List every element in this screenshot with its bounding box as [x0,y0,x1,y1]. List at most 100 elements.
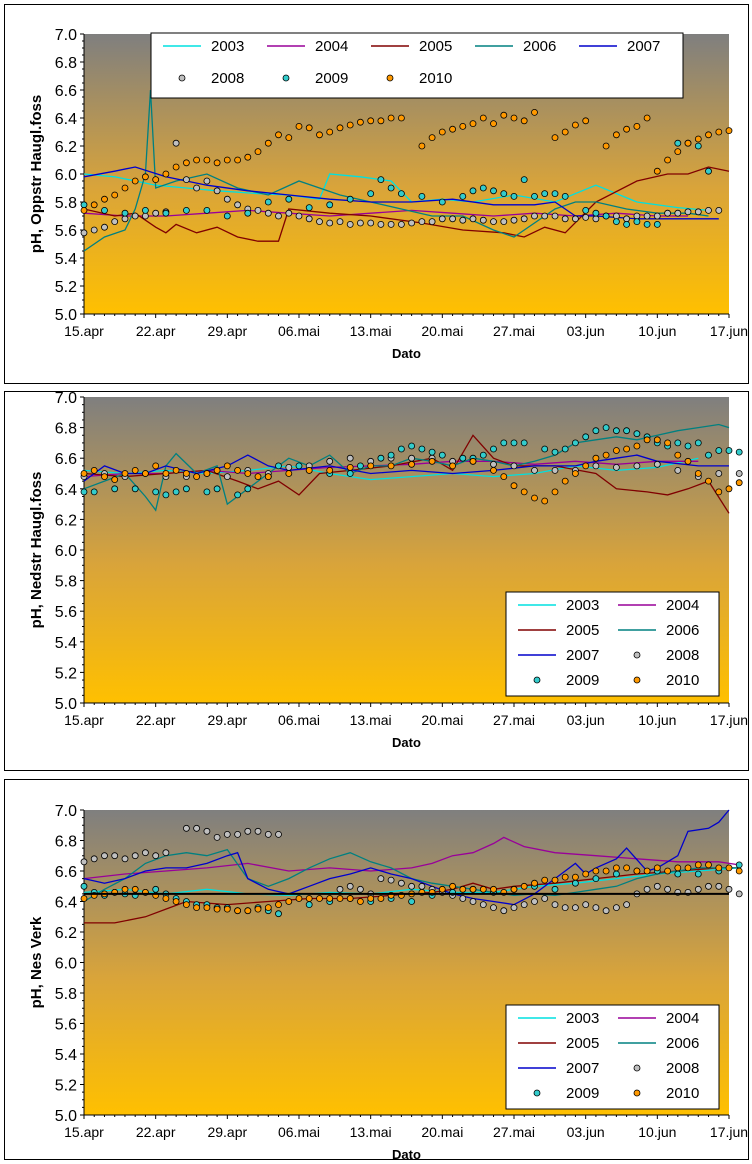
data-point-2008 [346,882,354,890]
data-point-2010 [346,895,354,902]
data-point-2008 [285,209,293,217]
data-point-2010 [572,470,579,477]
data-point-2008 [356,885,364,893]
y-tick-label: 6.8 [55,834,77,851]
data-point-2010 [223,462,231,470]
data-point-2008 [613,904,620,911]
data-point-2008 [653,460,661,468]
data-point-2010 [131,885,139,893]
data-point-2010 [172,163,180,171]
data-point-2009 [101,206,108,214]
data-point-2010 [264,904,272,911]
data-point-2008 [735,890,743,898]
data-point-2008 [479,216,487,224]
data-point-2009 [346,470,354,477]
data-point-2009 [418,192,426,200]
data-point-2010 [305,124,313,132]
data-point-2008 [664,209,671,217]
data-point-2010 [572,121,579,129]
data-point-2008 [193,824,201,832]
y-tick-label: 6.2 [55,925,77,942]
data-point-2010 [141,470,149,477]
data-point-2009 [346,195,354,203]
data-point-2010 [694,861,702,869]
data-point-2010 [510,482,518,490]
data-point-2010 [469,120,477,127]
x-axis-label: Dato [392,346,421,361]
y-axis-label: pH, Nes Verk [28,916,45,1008]
x-tick-label: 20.mai [421,712,463,728]
y-tick-label: 5.2 [55,1078,77,1095]
data-point-2010 [572,873,579,881]
data-point-2008 [80,229,88,237]
data-point-2008 [213,187,221,195]
data-point-2010 [449,462,457,470]
data-point-2008 [131,852,139,860]
data-point-2010 [469,885,477,893]
data-point-2010 [367,117,375,125]
data-point-2008 [397,220,405,228]
legend-swatch-2009 [533,1089,541,1097]
data-point-2010 [428,134,436,142]
x-tick-label: 13.mai [350,1124,392,1140]
data-point-2010 [264,473,272,480]
data-point-2010 [449,882,457,890]
legend-label-2008: 2008 [211,70,244,87]
data-point-2009 [572,439,579,447]
data-point-2010 [80,470,88,477]
data-point-2008 [520,215,528,223]
legend-label-2006: 2006 [666,622,699,639]
data-point-2009 [367,190,375,198]
data-point-2010 [459,123,467,130]
chart-panel-nes-verk: 5.0 5.2 5.4 5.6 5.8 6.0 6.2 6.4 6.6 6.8 7.0 15.apr 2… [4,779,749,1162]
data-point-2010 [80,895,88,902]
series-line-2003 [83,173,709,212]
data-point-2010 [254,473,262,480]
data-point-2008 [469,898,477,905]
legend-label-2003: 2003 [566,597,599,614]
x-tick-label: 13.mai [350,712,392,728]
data-point-2010 [613,864,620,872]
legend-label-2003: 2003 [211,38,244,55]
data-point-2010 [633,123,641,130]
data-point-2009 [459,192,467,200]
legend-swatch-2010 [633,1089,641,1097]
data-point-2010 [674,864,682,872]
data-point-2009 [275,910,282,918]
y-tick-label: 5.2 [55,665,77,682]
legend-swatch-2008 [178,74,186,82]
data-point-2008 [561,215,569,223]
data-point-2008 [500,907,508,915]
legend-label-2010: 2010 [666,1085,699,1102]
x-tick-label: 10.jun [638,323,676,339]
data-point-2010 [735,479,743,487]
data-point-2010 [356,898,364,905]
x-tick-label: 13.mai [350,323,392,339]
data-point-2008 [551,467,559,474]
data-point-2008 [377,220,385,228]
data-point-2010 [613,131,620,139]
data-point-2009 [582,206,590,214]
data-point-2009 [490,445,497,453]
x-tick-label: 29.apr [207,712,247,728]
data-point-2009 [541,445,549,453]
y-tick-label: 6.4 [55,895,77,912]
legend-label-2010: 2010 [419,70,452,87]
data-point-2010 [664,439,671,447]
data-point-2009 [377,454,385,462]
data-point-2010 [346,464,354,471]
data-point-2010 [623,864,630,872]
data-point-2009 [623,220,630,228]
x-tick-label: 03.jun [567,1124,605,1140]
data-point-2008 [223,473,231,480]
y-tick-label: 6.6 [55,451,77,468]
data-point-2010 [602,867,610,875]
data-point-2008 [623,901,630,908]
data-point-2009 [182,485,190,493]
data-point-2008 [449,215,457,223]
y-axis-label: pH, Oppstr Haugl.foss [28,95,45,253]
data-point-2010 [592,867,600,875]
data-point-2008 [131,212,139,220]
data-point-2009 [234,491,242,499]
data-point-2008 [264,831,272,838]
